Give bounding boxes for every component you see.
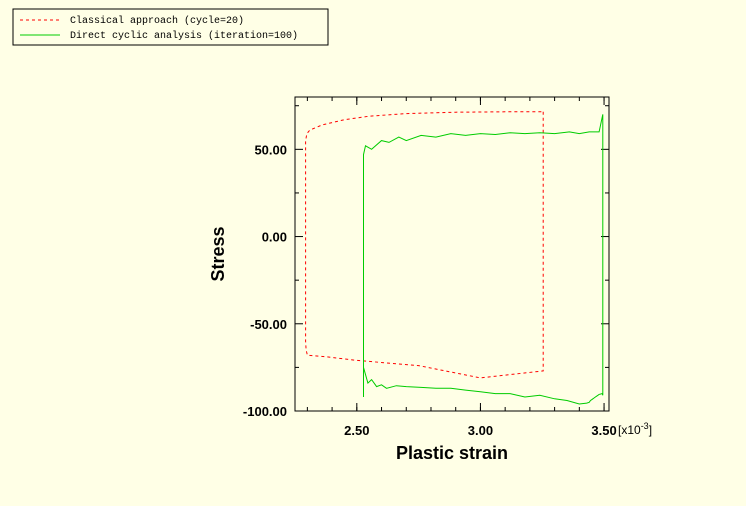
series-classical-line bbox=[305, 111, 544, 379]
legend: Classical approach (cycle=20) Direct cyc… bbox=[12, 8, 329, 46]
x-multiplier: [x10-3] bbox=[618, 421, 652, 437]
legend-label-direct-cyclic: Direct cyclic analysis (iteration=100) bbox=[70, 30, 298, 42]
x-tick-label: 2.50 bbox=[344, 423, 369, 438]
tick-marks bbox=[295, 97, 609, 412]
series-direct-cyclic-line bbox=[363, 114, 604, 405]
legend-label-classical: Classical approach (cycle=20) bbox=[70, 15, 244, 27]
x-tick-label: 3.00 bbox=[468, 423, 493, 438]
x-tick-label: 3.50 bbox=[591, 423, 616, 438]
x-axis-label: Plastic strain bbox=[396, 443, 508, 463]
x-multiplier-exponent: -3 bbox=[641, 421, 649, 431]
y-tick-label: 0.00 bbox=[262, 230, 287, 245]
y-tick-label: 50.00 bbox=[254, 142, 287, 157]
y-axis-label: Stress bbox=[208, 226, 228, 281]
plot-frame bbox=[294, 96, 610, 412]
y-tick-label: -100.00 bbox=[243, 404, 287, 419]
legend-box bbox=[12, 8, 329, 46]
x-multiplier-base: [x10 bbox=[618, 423, 641, 437]
series-layer bbox=[305, 111, 604, 405]
y-tick-label: -50.00 bbox=[250, 317, 287, 332]
x-multiplier-close: ] bbox=[649, 423, 652, 437]
tick-labels: 2.50 3.00 3.50 50.00 0.00 -50.00 -100.00 bbox=[243, 142, 617, 438]
